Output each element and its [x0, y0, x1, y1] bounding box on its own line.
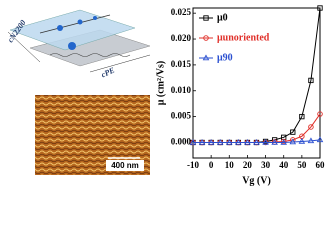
x-tick-label: 40: [279, 160, 289, 170]
marker: [235, 138, 242, 145]
marker: [289, 138, 297, 145]
marker: [308, 124, 314, 130]
marker: [271, 138, 278, 145]
page: {"chart_data": {"type": "line", "x_label…: [5, 5, 325, 187]
marker: [207, 138, 215, 145]
marker: [244, 138, 251, 145]
x-tick-label: 60: [316, 160, 325, 170]
y-tick-label: 0.010: [171, 85, 192, 95]
figure: cN2200 cPE 400 nm -10 0 10 20 30 40 50 600.0000…: [6, 5, 325, 186]
marker: [307, 137, 315, 144]
x-tick-label: 50: [297, 160, 307, 170]
marker: [290, 129, 296, 135]
y-axis-label: μ (cm²/Vs): [155, 61, 166, 106]
y-tick-label: 0.005: [171, 111, 192, 121]
chart: -10 0 10 20 30 40 50 60 0.000 0.005 0.010 0.015 0.02…: [155, 5, 325, 186]
legend-label: μunoriented: [217, 32, 270, 43]
marker: [298, 137, 306, 144]
marker: [262, 138, 269, 145]
marker: [198, 138, 206, 145]
marker: [317, 5, 323, 11]
series-line: [193, 139, 321, 143]
legend-label: μ0: [217, 12, 228, 23]
marker: [203, 35, 209, 41]
marker: [203, 15, 209, 21]
marker: [253, 138, 260, 145]
marker: [308, 77, 314, 84]
y-tick-label: 0.015: [171, 59, 192, 69]
marker: [226, 138, 233, 145]
schematic: [7, 9, 151, 73]
marker: [317, 111, 323, 117]
x-tick-label: -10: [187, 160, 199, 170]
scale-box: [106, 160, 144, 171]
y-tick-label: 0.000: [171, 137, 192, 147]
scale-label: 400 nm: [111, 161, 139, 170]
legend-label: μ90: [217, 52, 233, 63]
x-axis-label: Vg (V): [242, 175, 271, 186]
marker: [299, 113, 305, 120]
marker: [202, 54, 210, 61]
x-tick-label: 0: [209, 160, 214, 170]
marker: [189, 138, 197, 145]
y-tick-label: 0.020: [171, 33, 192, 43]
y-tick-label: 0.025: [171, 7, 192, 17]
x-tick-label: 10: [225, 160, 235, 170]
marker: [316, 136, 324, 143]
x-tick-label: 30: [261, 160, 271, 170]
marker: [280, 138, 287, 145]
x-tick-label: 20: [243, 160, 253, 170]
annotation: cPE: [100, 65, 116, 79]
series-line: [193, 7, 321, 143]
plot-frame: [192, 7, 321, 159]
marker: [216, 138, 224, 145]
